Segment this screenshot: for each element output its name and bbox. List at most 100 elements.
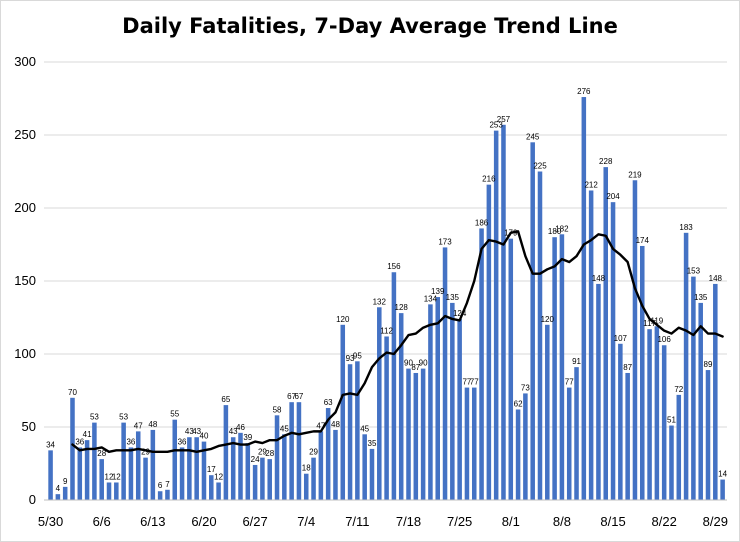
bar (238, 432, 243, 500)
data-label: 62 (514, 399, 523, 408)
bar (384, 336, 389, 500)
x-tick-label: 8/22 (652, 514, 677, 529)
data-label: 7 (165, 480, 170, 489)
bar (691, 276, 696, 500)
bar (179, 447, 185, 500)
bar (333, 429, 338, 500)
data-label: 17 (207, 465, 216, 474)
bar (683, 232, 689, 500)
data-label: 132 (373, 297, 387, 306)
y-tick-label: 250 (14, 127, 36, 142)
bar (669, 425, 674, 500)
bar (245, 443, 251, 500)
bar (99, 459, 104, 500)
data-label: 153 (687, 267, 701, 276)
bar (442, 247, 448, 500)
bar (406, 368, 411, 500)
x-tick-label: 6/20 (191, 514, 216, 529)
bar (479, 228, 484, 500)
bar (596, 283, 601, 500)
x-tick-label: 7/18 (396, 514, 421, 529)
data-label: 18 (302, 464, 311, 473)
data-label: 12 (105, 472, 114, 481)
data-label: 43 (229, 427, 238, 436)
data-label: 186 (475, 218, 489, 227)
data-label: 14 (718, 470, 727, 479)
data-label: 43 (192, 427, 201, 436)
data-label: 67 (287, 392, 296, 401)
data-label: 90 (404, 359, 413, 368)
data-label: 119 (650, 316, 663, 325)
data-label: 134 (424, 294, 438, 303)
x-tick-label: 5/30 (38, 514, 63, 529)
bar (559, 234, 565, 500)
bar (413, 372, 419, 500)
data-label: 70 (68, 388, 77, 397)
data-label: 12 (112, 472, 121, 481)
data-label: 34 (46, 440, 55, 449)
bar (362, 434, 367, 500)
data-label: 173 (438, 237, 452, 246)
data-label: 43 (185, 427, 194, 436)
bar (267, 459, 272, 500)
bar (661, 345, 667, 500)
x-tick-label: 7/11 (345, 514, 369, 529)
bar (55, 494, 61, 500)
data-label: 228 (599, 157, 613, 166)
y-tick-label: 300 (14, 54, 36, 69)
bar (574, 367, 579, 500)
y-tick-label: 0 (29, 492, 36, 507)
data-label: 48 (148, 420, 157, 429)
data-label: 212 (584, 180, 598, 189)
bar (135, 431, 141, 500)
data-label: 245 (526, 132, 540, 141)
data-label: 45 (360, 424, 369, 433)
bar (252, 464, 258, 500)
data-label: 28 (97, 449, 106, 458)
data-label: 55 (170, 410, 179, 419)
bar (471, 387, 477, 500)
bar (165, 489, 170, 500)
data-label: 90 (419, 359, 428, 368)
data-label: 120 (336, 315, 350, 324)
bar (289, 402, 294, 500)
bar (48, 450, 53, 500)
bar (435, 297, 440, 500)
bar (457, 318, 462, 500)
data-label: 77 (565, 378, 574, 387)
bar (464, 387, 470, 500)
data-label: 148 (709, 274, 723, 283)
data-label: 53 (119, 413, 128, 422)
data-label: 204 (606, 192, 620, 201)
bar (632, 180, 638, 500)
data-label: 225 (533, 162, 547, 171)
data-label: 120 (541, 315, 555, 324)
data-label: 139 (431, 287, 445, 296)
bar (187, 437, 192, 500)
x-tick-label: 6/13 (140, 514, 165, 529)
data-label: 112 (380, 326, 393, 335)
data-label: 51 (667, 416, 676, 425)
bar (566, 387, 572, 500)
x-tick-label: 8/15 (600, 514, 625, 529)
bar (530, 142, 535, 501)
data-label: 87 (623, 363, 632, 372)
data-label: 106 (657, 335, 671, 344)
data-label: 72 (674, 385, 683, 394)
data-label: 36 (75, 437, 84, 446)
bar (223, 405, 229, 500)
data-label: 48 (331, 420, 340, 429)
data-label: 47 (316, 421, 325, 430)
data-label: 58 (273, 405, 282, 414)
bar (121, 422, 126, 500)
bar (70, 397, 75, 500)
bar (114, 482, 119, 500)
bar (340, 324, 346, 500)
bar (639, 245, 645, 500)
bar (347, 364, 353, 500)
data-label: 29 (258, 448, 267, 457)
bar (545, 324, 550, 500)
chart-title: Daily Fatalities, 7-Day Average Trend Li… (122, 14, 618, 38)
bar (325, 408, 331, 500)
bar (274, 415, 280, 500)
